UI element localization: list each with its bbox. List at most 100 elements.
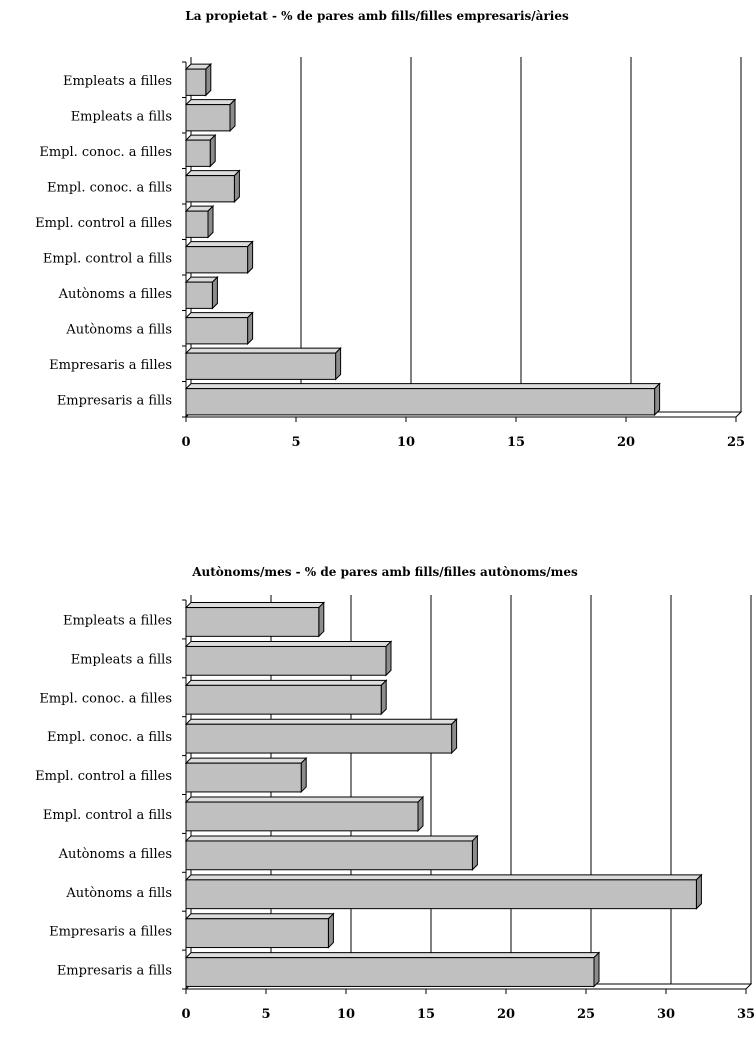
category-label: Empl. conoc. a filles [39,145,172,160]
bar-front-face [185,104,231,132]
bar [184,346,342,381]
bar-top-face [184,796,425,803]
category-label: Empl. control a filles [35,769,172,784]
bar-front-face [185,684,382,715]
bar-top-face [184,347,342,354]
bar-side-face [593,951,600,988]
x-tick-label: 35 [737,1007,755,1022]
chart-propietat: La propietat - % de pares amb fills/fill… [35,9,745,450]
bar-front-face [185,281,213,309]
bar-side-face [335,346,342,381]
bar-top-face [184,241,254,248]
bar-top-face [184,383,661,390]
x-tick-label: 10 [397,435,415,450]
bar-front-face [185,607,320,637]
category-label: Empresaris a fills [57,393,172,408]
bar-side-face [300,756,307,794]
bar-front-face [185,246,249,274]
x-tick-label: 15 [507,435,525,450]
bar-side-face [247,311,254,346]
bar [184,382,661,417]
bar-front-face [185,840,473,871]
bar-top-face [184,679,388,686]
bar-front-face [185,879,697,910]
category-label: Empresaris a filles [49,925,172,940]
bar [184,912,335,949]
bar-top-face [184,640,393,647]
x-tick-label: 20 [617,435,635,450]
bar [184,62,213,97]
category-label: Empleats a filles [63,74,172,89]
bar [184,240,254,275]
bar-front-face [185,139,211,167]
chart-autonoms: Autònoms/mes - % de pares amb fills/fill… [35,565,755,1022]
bar-side-face [380,679,387,716]
bar-side-face [695,873,702,910]
bar-side-face [247,240,254,275]
category-label: Autònoms a filles [58,287,172,302]
bar [184,275,219,310]
bar-front-face [185,957,595,987]
bar [184,311,254,346]
bar [184,718,458,755]
bar-front-face [185,723,453,754]
category-label: Empleats a filles [63,613,172,628]
chart-title: La propietat - % de pares amb fills/fill… [185,9,569,23]
x-tick-label: 15 [417,1007,435,1022]
x-tick-label: 0 [181,1007,190,1022]
category-label: Empl. conoc. a fills [47,730,172,745]
bar [184,601,326,638]
category-label: Autònoms a filles [58,847,172,862]
x-tick-label: 25 [727,435,745,450]
bar-front-face [185,762,302,793]
bar-top-face [184,312,254,319]
bar [184,133,217,168]
category-label: Autònoms a fills [65,886,172,901]
bar-front-face [185,68,207,96]
bar-side-face [654,382,661,417]
bar-front-face [185,210,209,238]
x-tick-label: 0 [181,435,190,450]
bar-front-face [185,388,656,416]
x-tick-label: 25 [577,1007,595,1022]
bar-front-face [185,175,235,203]
x-tick-label: 5 [291,435,300,450]
category-label: Empl. control a filles [35,216,172,231]
bar [184,756,308,794]
bar [184,679,388,716]
bar-top-face [184,602,326,609]
bar-side-face [211,275,218,310]
bar-top-face [184,835,479,842]
category-label: Empresaris a fills [57,964,172,979]
bar-front-face [185,801,419,832]
bar-front-face [185,645,387,676]
x-tick-label: 5 [261,1007,270,1022]
chart-title: Autònoms/mes - % de pares amb fills/fill… [191,565,578,579]
category-label: Empleats a fills [71,652,172,667]
bar-top-face [184,170,241,177]
bar-side-face [327,912,334,949]
bar-top-face [184,874,703,881]
bar-side-face [205,62,212,97]
bar [184,834,479,871]
bar-side-face [318,601,325,638]
x-tick-label: 10 [337,1007,355,1022]
x-tick-label: 20 [497,1007,515,1022]
bar [184,98,237,133]
category-label: Autònoms a fills [65,322,172,337]
bar-top-face [184,757,308,764]
bar-side-face [417,795,424,833]
bar-front-face [185,352,337,380]
bar [184,873,703,910]
bar-side-face [471,834,478,871]
bar-side-face [209,133,216,168]
bar-side-face [385,640,392,677]
bar-top-face [184,913,335,920]
category-label: Empl. conoc. a fills [47,180,172,195]
category-label: Empresaris a filles [49,358,172,373]
bar [184,640,393,677]
bar [184,169,241,204]
category-label: Empl. control a fills [43,808,172,823]
bar-top-face [184,952,601,959]
